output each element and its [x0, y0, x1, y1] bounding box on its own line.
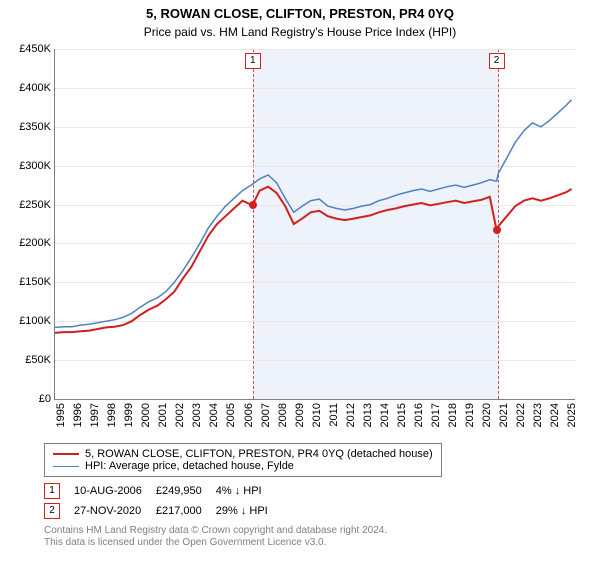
- y-tick-label: £250K: [19, 199, 55, 211]
- legend-label: HPI: Average price, detached house, Fyld…: [85, 460, 294, 472]
- legend-row: 5, ROWAN CLOSE, CLIFTON, PRESTON, PR4 0Y…: [53, 448, 433, 460]
- legend-swatch: [53, 453, 79, 455]
- x-tick-label: 2021: [498, 403, 510, 427]
- transaction-price: £217,000: [156, 501, 216, 521]
- transaction-delta: 29% ↓ HPI: [216, 501, 282, 521]
- y-tick-label: £150K: [19, 276, 55, 288]
- x-tick-label: 2000: [140, 403, 152, 427]
- attribution-footer: Contains HM Land Registry data © Crown c…: [44, 525, 600, 549]
- x-tick-label: 2001: [157, 403, 169, 427]
- chart-title: 5, ROWAN CLOSE, CLIFTON, PRESTON, PR4 0Y…: [0, 6, 600, 21]
- x-tick-label: 2009: [294, 403, 306, 427]
- sale-dot: [249, 201, 257, 209]
- plot-region: £0£50K£100K£150K£200K£250K£300K£350K£400…: [54, 49, 575, 400]
- legend-row: HPI: Average price, detached house, Fyld…: [53, 460, 433, 472]
- y-tick-label: £0: [39, 393, 55, 405]
- transaction-price: £249,950: [156, 481, 216, 501]
- x-tick-label: 2016: [413, 403, 425, 427]
- sale-marker-box: 1: [245, 53, 261, 69]
- x-tick-label: 2002: [174, 403, 186, 427]
- footer-line-1: Contains HM Land Registry data © Crown c…: [44, 525, 600, 537]
- y-tick-label: £50K: [25, 354, 55, 366]
- sale-dot: [493, 226, 501, 234]
- y-tick-label: £100K: [19, 315, 55, 327]
- x-tick-label: 2025: [566, 403, 578, 427]
- x-tick-label: 2010: [311, 403, 323, 427]
- x-tick-label: 2024: [549, 403, 561, 427]
- y-tick-label: £200K: [19, 237, 55, 249]
- transaction-marker: 2: [44, 503, 60, 519]
- x-tick-label: 2018: [447, 403, 459, 427]
- y-tick-label: £400K: [19, 82, 55, 94]
- y-tick-label: £300K: [19, 160, 55, 172]
- series-property: [55, 187, 572, 333]
- x-tick-label: 2022: [515, 403, 527, 427]
- transaction-row: 1 10-AUG-2006£249,9504% ↓ HPI: [44, 481, 282, 501]
- legend-swatch: [53, 466, 79, 467]
- sale-marker-box: 2: [489, 53, 505, 69]
- x-tick-label: 2015: [396, 403, 408, 427]
- transaction-row: 2 27-NOV-2020£217,00029% ↓ HPI: [44, 501, 282, 521]
- x-tick-label: 1997: [89, 403, 101, 427]
- footer-line-2: This data is licensed under the Open Gov…: [44, 537, 600, 549]
- x-tick-label: 2014: [379, 403, 391, 427]
- x-tick-label: 2017: [430, 403, 442, 427]
- x-tick-label: 1999: [123, 403, 135, 427]
- x-tick-label: 2023: [532, 403, 544, 427]
- x-tick-label: 2004: [208, 403, 220, 427]
- x-tick-label: 1996: [72, 403, 84, 427]
- x-tick-label: 2007: [260, 403, 272, 427]
- line-svg: [55, 49, 575, 399]
- legend-label: 5, ROWAN CLOSE, CLIFTON, PRESTON, PR4 0Y…: [85, 448, 433, 460]
- x-tick-label: 1995: [55, 403, 67, 427]
- x-tick-label: 2008: [277, 403, 289, 427]
- transactions-table: 1 10-AUG-2006£249,9504% ↓ HPI 2 27-NOV-2020…: [44, 481, 282, 521]
- transaction-delta: 4% ↓ HPI: [216, 481, 282, 501]
- x-tick-label: 1998: [106, 403, 118, 427]
- x-tick-label: 2012: [345, 403, 357, 427]
- y-tick-label: £350K: [19, 121, 55, 133]
- chart-area: £0 £50K £100K £150K £200K £250K £300K £350K £400…: [10, 45, 580, 435]
- x-tick-label: 2006: [243, 403, 255, 427]
- x-tick-label: 2003: [191, 403, 203, 427]
- transaction-marker: 1: [44, 483, 60, 499]
- x-tick-label: 2013: [362, 403, 374, 427]
- y-tick-label: £450K: [19, 43, 55, 55]
- chart-subtitle: Price paid vs. HM Land Registry's House …: [0, 25, 600, 39]
- x-tick-label: 2020: [481, 403, 493, 427]
- x-tick-label: 2019: [464, 403, 476, 427]
- transaction-date: 10-AUG-2006: [74, 481, 156, 501]
- legend-box: 5, ROWAN CLOSE, CLIFTON, PRESTON, PR4 0Y…: [44, 443, 442, 477]
- transaction-date: 27-NOV-2020: [74, 501, 156, 521]
- x-tick-label: 2011: [328, 403, 340, 427]
- x-tick-label: 2005: [225, 403, 237, 427]
